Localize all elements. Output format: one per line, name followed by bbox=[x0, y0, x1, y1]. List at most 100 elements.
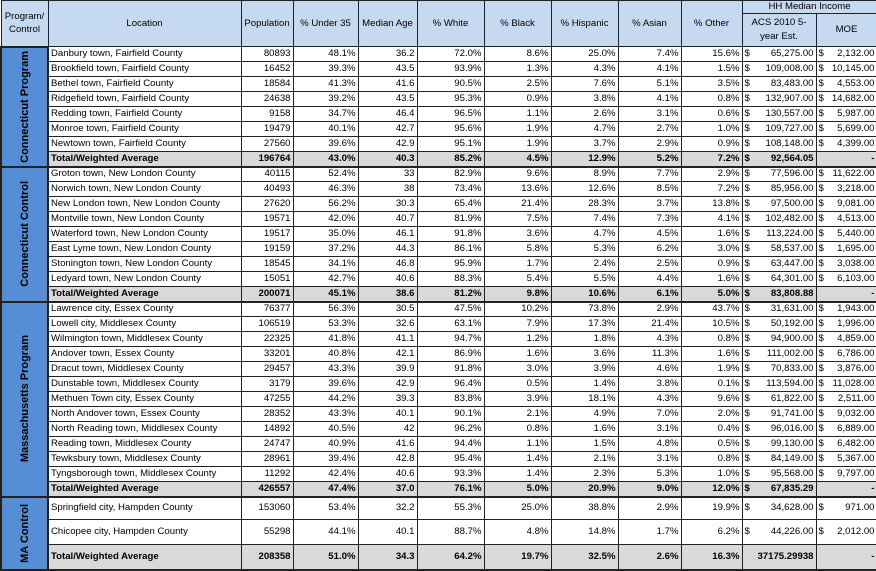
location-cell: Groton town, New London County bbox=[47, 166, 242, 182]
white-cell: 95.4% bbox=[416, 451, 485, 467]
income-cell: $111,002.00 bbox=[741, 346, 817, 362]
white-cell: 86.9% bbox=[416, 346, 485, 362]
median-age-cell: 38.6 bbox=[357, 286, 418, 303]
white-cell: 94.4% bbox=[416, 436, 485, 452]
location-cell: Springfield city, Hampden County bbox=[47, 496, 242, 520]
income-cell: $63,447.00 bbox=[741, 256, 817, 272]
under35-cell: 39.3% bbox=[292, 61, 359, 77]
asian-cell: 7.4% bbox=[617, 46, 682, 62]
other-cell: 43.7% bbox=[680, 301, 743, 317]
population-cell: 11292 bbox=[240, 466, 294, 482]
income-cell-value-wrap: $67,835.29 bbox=[745, 483, 814, 495]
white-cell: 81.9% bbox=[416, 211, 485, 227]
white-cell: 95.1% bbox=[416, 136, 485, 152]
moe-cell-value-wrap: $2,012.00 bbox=[819, 526, 875, 538]
population-cell: 40115 bbox=[240, 166, 294, 182]
income-cell-amount: 94,900.00 bbox=[770, 333, 814, 344]
hispanic-cell: 3.8% bbox=[550, 91, 619, 107]
income-cell-value-wrap: $113,594.00 bbox=[745, 378, 814, 390]
asian-cell: 5.1% bbox=[617, 76, 682, 92]
currency-symbol: $ bbox=[744, 303, 750, 315]
currency-symbol: $ bbox=[818, 453, 824, 464]
hispanic-cell: 5.5% bbox=[550, 271, 619, 287]
asian-cell: 6.2% bbox=[617, 241, 682, 257]
other-cell: 0.8% bbox=[680, 331, 743, 347]
hispanic-cell: 2.4% bbox=[550, 256, 619, 272]
median-age-cell: 43.5 bbox=[357, 61, 418, 77]
currency-symbol: $ bbox=[818, 258, 824, 269]
median-age-cell: 41.6 bbox=[357, 436, 418, 452]
income-cell-amount: 64,301.00 bbox=[770, 273, 814, 284]
income-cell: $102,482.00 bbox=[741, 211, 817, 227]
income-cell-amount: 96,016.00 bbox=[770, 423, 814, 434]
under35-cell: 34.1% bbox=[292, 256, 359, 272]
moe-cell-amount: 6,889.00 bbox=[837, 423, 875, 434]
moe-cell: $4,513.00 bbox=[815, 211, 876, 227]
income-cell: $91,741.00 bbox=[741, 406, 817, 422]
hispanic-cell: 10.6% bbox=[550, 286, 619, 303]
currency-symbol: $ bbox=[744, 168, 750, 180]
other-cell: 19.9% bbox=[680, 496, 743, 520]
hispanic-cell: 17.3% bbox=[550, 316, 619, 332]
hispanic-cell: 4.3% bbox=[550, 61, 619, 77]
white-cell: 93.9% bbox=[416, 61, 485, 77]
moe-cell: $2,012.00 bbox=[815, 519, 876, 545]
income-cell-value-wrap: $70,833.00 bbox=[745, 363, 814, 375]
black-cell: 0.9% bbox=[483, 91, 552, 107]
black-cell: 4.5% bbox=[483, 151, 552, 168]
income-cell-value-wrap: $84,149.00 bbox=[745, 453, 814, 465]
income-cell: $108,148.00 bbox=[741, 136, 817, 152]
median-age-cell: 43.5 bbox=[357, 91, 418, 107]
moe-cell-value-wrap: $4,513.00 bbox=[819, 213, 875, 225]
moe-cell-value-wrap: $1,695.00 bbox=[819, 243, 875, 255]
income-cell: $97,500.00 bbox=[741, 196, 817, 212]
asian-cell: 3.7% bbox=[617, 196, 682, 212]
header-median-age: Median Age bbox=[357, 0, 418, 47]
black-cell: 2.5% bbox=[483, 76, 552, 92]
table-row: Tewksbury town, Middlesex County 28961 39.… bbox=[1, 451, 876, 467]
black-cell: 1.1% bbox=[483, 106, 552, 122]
currency-symbol: $ bbox=[744, 468, 750, 479]
currency-symbol: $ bbox=[744, 348, 750, 359]
under35-cell: 43.3% bbox=[292, 361, 359, 377]
currency-symbol: $ bbox=[818, 78, 824, 89]
income-cell-amount: 102,482.00 bbox=[765, 213, 814, 224]
income-cell-amount: 95,568.00 bbox=[770, 468, 814, 479]
black-cell: 0.5% bbox=[483, 376, 552, 392]
moe-cell-value-wrap: $4,553.00 bbox=[819, 78, 875, 90]
under35-cell: 45.1% bbox=[292, 286, 359, 303]
median-age-cell: 40.1 bbox=[357, 519, 418, 545]
income-cell-value-wrap: $83,808.88 bbox=[745, 288, 814, 300]
moe-cell: $6,889.00 bbox=[815, 421, 876, 437]
median-age-cell: 41.1 bbox=[357, 331, 418, 347]
population-cell: 18545 bbox=[240, 256, 294, 272]
currency-symbol: $ bbox=[818, 333, 824, 344]
asian-cell: 4.1% bbox=[617, 61, 682, 77]
median-age-cell: 46.1 bbox=[357, 226, 418, 242]
population-cell: 47255 bbox=[240, 391, 294, 407]
location-cell: Dracut town, Middlesex County bbox=[47, 361, 242, 377]
income-cell-value-wrap: $44,226.00 bbox=[745, 526, 814, 538]
income-cell: $109,727.00 bbox=[741, 121, 817, 137]
other-cell: 0.8% bbox=[680, 451, 743, 467]
currency-symbol: $ bbox=[744, 243, 750, 254]
currency-symbol: $ bbox=[818, 438, 824, 449]
moe-cell-value-wrap: $2,132.00 bbox=[819, 48, 875, 60]
income-cell-amount: 132,907.00 bbox=[765, 93, 814, 104]
median-age-cell: 40.7 bbox=[357, 211, 418, 227]
hispanic-cell: 25.0% bbox=[550, 46, 619, 62]
table-row: Newtown town, Fairfield County 27560 39.6%… bbox=[1, 136, 876, 152]
income-cell-value-wrap: $108,148.00 bbox=[745, 138, 814, 150]
other-cell: 0.5% bbox=[680, 436, 743, 452]
under35-cell: 43.0% bbox=[292, 151, 359, 168]
income-cell-value-wrap: 37175.29938 bbox=[745, 551, 813, 563]
currency-symbol: $ bbox=[744, 63, 750, 74]
asian-cell: 7.3% bbox=[617, 211, 682, 227]
hispanic-cell: 3.9% bbox=[550, 361, 619, 377]
income-cell-value-wrap: $132,907.00 bbox=[745, 93, 814, 105]
population-cell: 19159 bbox=[240, 241, 294, 257]
black-cell: 9.8% bbox=[483, 286, 552, 303]
white-cell: 81.2% bbox=[416, 286, 485, 303]
location-cell: Waterford town, New London County bbox=[47, 226, 242, 242]
location-cell: Tewksbury town, Middlesex County bbox=[47, 451, 242, 467]
